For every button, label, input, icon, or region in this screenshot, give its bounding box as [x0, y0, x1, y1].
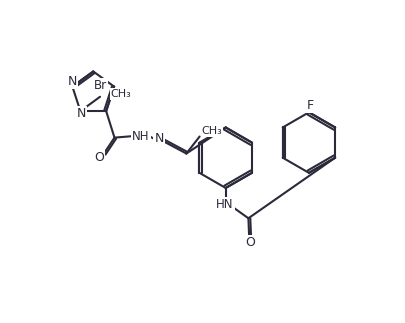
Text: F: F [306, 99, 313, 112]
Text: O: O [94, 151, 104, 164]
Text: CH₃: CH₃ [201, 126, 222, 136]
Text: Br: Br [94, 79, 107, 92]
Text: O: O [244, 236, 254, 249]
Text: CH₃: CH₃ [111, 89, 131, 99]
Text: HN: HN [216, 198, 233, 211]
Text: N: N [154, 132, 164, 145]
Text: N: N [67, 75, 77, 88]
Text: NH: NH [132, 130, 149, 143]
Text: N: N [77, 107, 86, 120]
